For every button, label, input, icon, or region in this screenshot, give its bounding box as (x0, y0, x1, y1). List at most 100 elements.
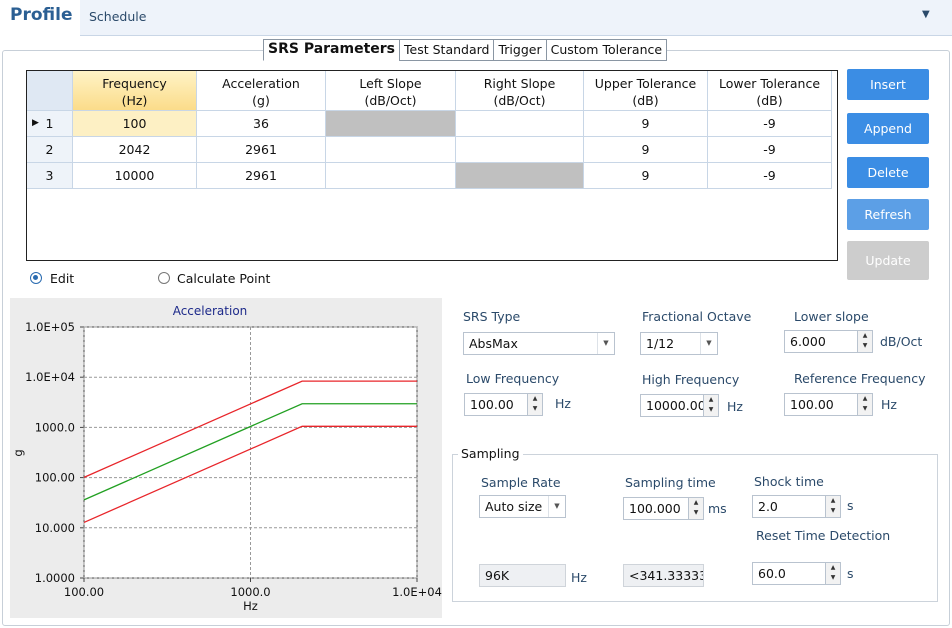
grid-cell[interactable]: 36 (197, 111, 326, 137)
header-name: Acceleration (222, 76, 300, 91)
input: <341.333333 (623, 564, 704, 587)
grid-cell[interactable]: 9 (584, 163, 708, 189)
grid-cell[interactable]: -9 (708, 111, 832, 137)
button[interactable]: Insert (847, 69, 929, 100)
grid-cell[interactable]: 2961 (197, 163, 326, 189)
group-tabs: SRS Parameters Test Standard Trigger Custom… (263, 39, 668, 61)
unit-label: s (847, 498, 854, 513)
grid-cell[interactable] (326, 163, 456, 189)
button: Update (847, 241, 929, 280)
unit-label: dB/Oct (880, 334, 923, 349)
column-header[interactable]: Upper Tolerance (dB) (584, 71, 708, 111)
column-header[interactable]: Lower Tolerance (dB) (708, 71, 832, 111)
spin-buttons[interactable]: ▲ ▼ (688, 498, 703, 519)
field-label: Shock time (754, 474, 824, 489)
input-value: 6.000 (790, 334, 826, 349)
button[interactable]: Refresh (847, 199, 929, 230)
unit-label: s (847, 566, 854, 581)
grid-cell[interactable]: -9 (708, 137, 832, 163)
button[interactable]: Delete (847, 157, 929, 188)
input-value: 100.00 (470, 397, 514, 412)
unit-label: Hz (571, 570, 587, 585)
spin-buttons[interactable]: ▲ ▼ (857, 394, 872, 415)
grid-cell[interactable] (326, 111, 456, 137)
input[interactable]: 100.000 ▲ ▼ (623, 497, 704, 520)
column-header[interactable]: Right Slope (dB/Oct) (456, 71, 584, 111)
select-arrow[interactable]: ▼ (597, 333, 614, 354)
spin-buttons[interactable]: ▲ ▼ (703, 395, 718, 416)
header-name: Right Slope (483, 76, 556, 91)
row-header[interactable]: 2 (27, 137, 73, 163)
active-tab[interactable] (0, 0, 80, 36)
chart-title: Acceleration (173, 304, 248, 318)
row-index: 3 (45, 168, 54, 183)
group-tab[interactable]: SRS Parameters (263, 39, 401, 61)
radio-label[interactable]: Calculate Point (177, 271, 271, 286)
column-header[interactable]: Frequency (Hz) (73, 71, 197, 111)
row-header[interactable]: 3 (27, 163, 73, 189)
input[interactable]: Auto size ▼ (479, 495, 566, 518)
grid-cell[interactable]: 2042 (73, 137, 197, 163)
grid-cell[interactable] (456, 163, 584, 189)
grid-cell[interactable]: -9 (708, 163, 832, 189)
column-header[interactable]: Acceleration (g) (197, 71, 326, 111)
input[interactable]: 100.00 ▲ ▼ (784, 393, 873, 416)
grid-cell[interactable]: 100 (73, 111, 197, 137)
tab-bar (0, 0, 952, 36)
input[interactable]: 6.000 ▲ ▼ (784, 330, 873, 353)
header-name: Left Slope (359, 76, 422, 91)
header-unit: (Hz) (121, 93, 148, 108)
group-tab[interactable]: Test Standard (399, 39, 495, 61)
grid-cell[interactable] (326, 137, 456, 163)
input[interactable]: AbsMax ▼ (463, 332, 615, 355)
spin-buttons[interactable]: ▲ ▼ (527, 394, 542, 415)
field-label: Reset Time Detection (756, 528, 891, 543)
input[interactable]: 10000.00 ▲ ▼ (640, 394, 719, 417)
radio-on[interactable] (30, 272, 42, 284)
unit-label: Hz (727, 399, 743, 414)
y-tick-label: 100.00 (35, 471, 75, 485)
input[interactable]: 100.00 ▲ ▼ (464, 393, 543, 416)
spin-buttons[interactable]: ▲ ▼ (857, 331, 872, 352)
row-header[interactable]: ▶ 1 (27, 111, 73, 137)
row-pointer: ▶ (32, 118, 39, 128)
row-index: 2 (45, 142, 54, 157)
y-axis-label: g (11, 449, 25, 456)
input-value: <341.333333 (629, 568, 703, 583)
input[interactable]: 1/12 ▼ (640, 332, 718, 355)
spin-buttons[interactable]: ▲ ▼ (825, 563, 840, 584)
x-axis-label: Hz (243, 599, 258, 613)
input[interactable]: 60.0 ▲ ▼ (752, 562, 841, 585)
grid-cell[interactable]: 9 (584, 137, 708, 163)
column-header[interactable]: Left Slope (dB/Oct) (326, 71, 456, 111)
button[interactable]: Append (847, 113, 929, 144)
row-index: 1 (45, 116, 54, 131)
x-tick-label: 1000.0 (230, 585, 270, 599)
field-label: SRS Type (463, 309, 521, 324)
tab-label[interactable]: Profile (10, 5, 73, 25)
select-arrow[interactable]: ▼ (700, 333, 717, 354)
spin-buttons[interactable]: ▲ ▼ (825, 496, 840, 517)
radio-label[interactable]: Edit (50, 271, 75, 286)
field-label: Lower slope (794, 309, 869, 324)
grid-cell[interactable] (456, 137, 584, 163)
header-name: Frequency (102, 76, 167, 91)
grid-cell[interactable] (456, 111, 584, 137)
input[interactable]: 2.0 ▲ ▼ (752, 495, 841, 518)
group-tab[interactable]: Trigger (493, 39, 547, 61)
series-line (83, 425, 417, 524)
y-tick-label: 1.0000 (35, 571, 75, 585)
header-unit: (dB/Oct) (493, 93, 546, 108)
tab-label[interactable]: Schedule (89, 9, 147, 24)
unit-label: Hz (881, 397, 897, 412)
group-tab[interactable]: Custom Tolerance (545, 39, 668, 61)
radio-off[interactable] (158, 272, 170, 284)
input-value: 96K (485, 568, 510, 583)
grid-cell[interactable]: 2961 (197, 137, 326, 163)
grid-cell[interactable]: 9 (584, 111, 708, 137)
select-arrow[interactable]: ▼ (548, 496, 565, 517)
field-label: Sampling time (625, 475, 716, 490)
field-label: Low Frequency (466, 371, 560, 386)
grid-cell[interactable]: 10000 (73, 163, 197, 189)
dropdown-arrow[interactable]: ▼ (922, 9, 930, 20)
